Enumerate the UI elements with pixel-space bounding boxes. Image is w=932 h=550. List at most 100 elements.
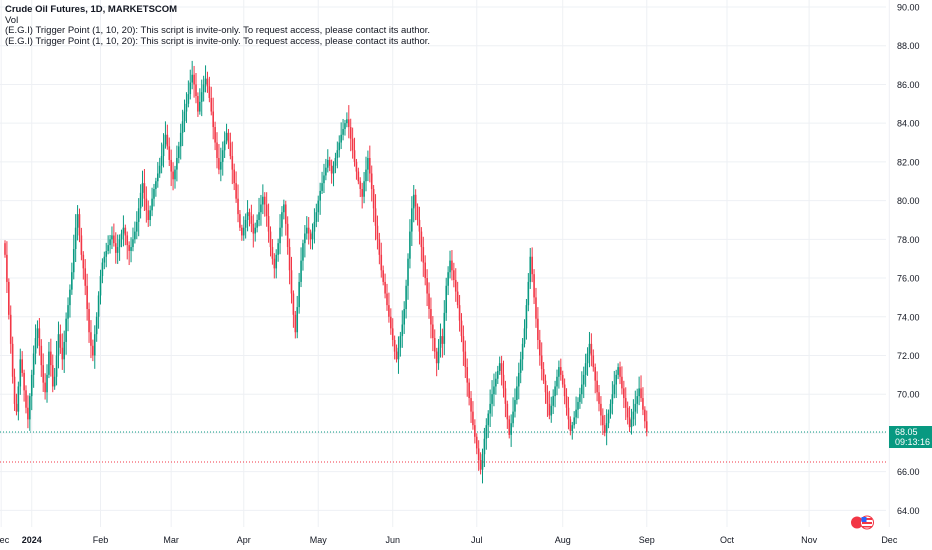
candle-body xyxy=(453,270,455,280)
time-tick-label: Oct xyxy=(720,535,735,545)
candle-up xyxy=(554,380,556,408)
price-tick-label: 84.00 xyxy=(897,119,920,129)
candle-up xyxy=(550,396,553,423)
trigger-point-indicator-label[interactable]: (E.G.I) Trigger Point (1, 10, 20): This … xyxy=(5,35,431,47)
candle-up xyxy=(340,122,342,150)
candle-up xyxy=(315,203,318,228)
time-tick-label: May xyxy=(310,535,328,545)
candle-body xyxy=(155,181,157,189)
candle-down xyxy=(418,206,421,245)
candle-down xyxy=(567,396,570,430)
candle-up xyxy=(558,360,560,389)
candle-up xyxy=(607,409,610,429)
candle-up xyxy=(588,331,591,368)
candle-body xyxy=(560,367,562,375)
candle-body xyxy=(552,396,554,406)
candle-body xyxy=(206,78,209,87)
candle-down xyxy=(147,200,150,227)
candle-down xyxy=(626,401,629,425)
candle-up xyxy=(132,227,134,252)
trigger-point-indicator-label[interactable]: (E.G.I) Trigger Point (1, 10, 20): This … xyxy=(5,25,431,36)
candle-down xyxy=(309,229,312,250)
volume-indicator-label[interactable]: Vol xyxy=(5,14,19,26)
candle-down xyxy=(239,210,241,232)
candle-body xyxy=(634,403,637,412)
candle-down xyxy=(330,159,333,184)
candle-up xyxy=(636,388,639,414)
candle-body xyxy=(95,316,98,335)
candle-down xyxy=(197,92,199,117)
candle-body xyxy=(519,359,522,373)
candle-up xyxy=(97,291,100,329)
candle-down xyxy=(470,391,472,423)
candle-body xyxy=(351,138,354,151)
candle-up xyxy=(36,320,39,349)
candle-down xyxy=(539,329,541,366)
symbol-title[interactable]: Crude Oil Futures, 1D, MARKETSCOM xyxy=(5,4,178,15)
candle-up xyxy=(34,324,37,365)
candle-body xyxy=(166,134,169,147)
candle-body xyxy=(414,194,417,207)
candle-body xyxy=(200,92,203,102)
candle-body xyxy=(603,425,606,433)
candle-down xyxy=(51,354,54,393)
candle-down xyxy=(540,342,543,381)
candle-body xyxy=(386,293,388,306)
candle-up xyxy=(365,156,367,192)
candle-down xyxy=(388,292,390,323)
candle-body xyxy=(204,78,207,85)
candle-body xyxy=(273,258,276,269)
candle-down xyxy=(263,192,266,217)
candle-body xyxy=(361,188,363,197)
candle-up xyxy=(116,234,119,264)
candle-down xyxy=(432,316,434,352)
candle-down xyxy=(537,307,539,350)
candle-body xyxy=(160,156,163,166)
candle-body xyxy=(4,243,6,255)
candle-up xyxy=(615,369,617,398)
candle-body xyxy=(11,343,14,377)
candle-down xyxy=(8,278,10,320)
candle-body xyxy=(8,281,10,315)
candle-body xyxy=(71,272,73,290)
candle-body xyxy=(315,212,318,222)
candle-body xyxy=(46,374,48,393)
candle-down xyxy=(535,287,537,328)
candle-body xyxy=(241,227,243,236)
candle-body xyxy=(307,227,310,234)
candle-body xyxy=(428,293,430,310)
candle-down xyxy=(216,132,218,169)
candle-up xyxy=(260,194,262,226)
candle-body xyxy=(107,245,109,251)
candle-up xyxy=(302,239,304,271)
candle-up xyxy=(120,229,123,248)
candle-up xyxy=(485,418,488,450)
candle-body xyxy=(97,295,100,317)
time-axis[interactable]: Dec 2024 Feb Mar Apr May Jun Jul Aug Sep Oct Nov Dec xyxy=(0,535,898,545)
candle-up xyxy=(246,200,249,232)
candle-body xyxy=(53,376,56,387)
candle-body xyxy=(120,233,123,240)
candle-body xyxy=(401,324,404,337)
candle-body xyxy=(554,386,556,397)
time-tick-label: 2024 xyxy=(22,535,42,545)
candle-up xyxy=(164,121,167,149)
candle-up xyxy=(262,184,264,215)
candle-body xyxy=(15,403,18,412)
candle-up xyxy=(632,399,635,427)
candle-up xyxy=(516,376,518,405)
candle-body xyxy=(517,372,520,387)
candle-body xyxy=(607,413,610,424)
candle-body xyxy=(638,388,640,397)
candle-body xyxy=(523,328,526,344)
us-flag-icon[interactable] xyxy=(849,515,875,530)
candle-up xyxy=(258,197,260,227)
candle-body xyxy=(214,127,216,143)
candle-body xyxy=(254,227,257,234)
candle-body xyxy=(286,223,289,248)
candle-body xyxy=(195,84,197,97)
candle-down xyxy=(506,400,509,429)
candle-body xyxy=(613,384,616,395)
